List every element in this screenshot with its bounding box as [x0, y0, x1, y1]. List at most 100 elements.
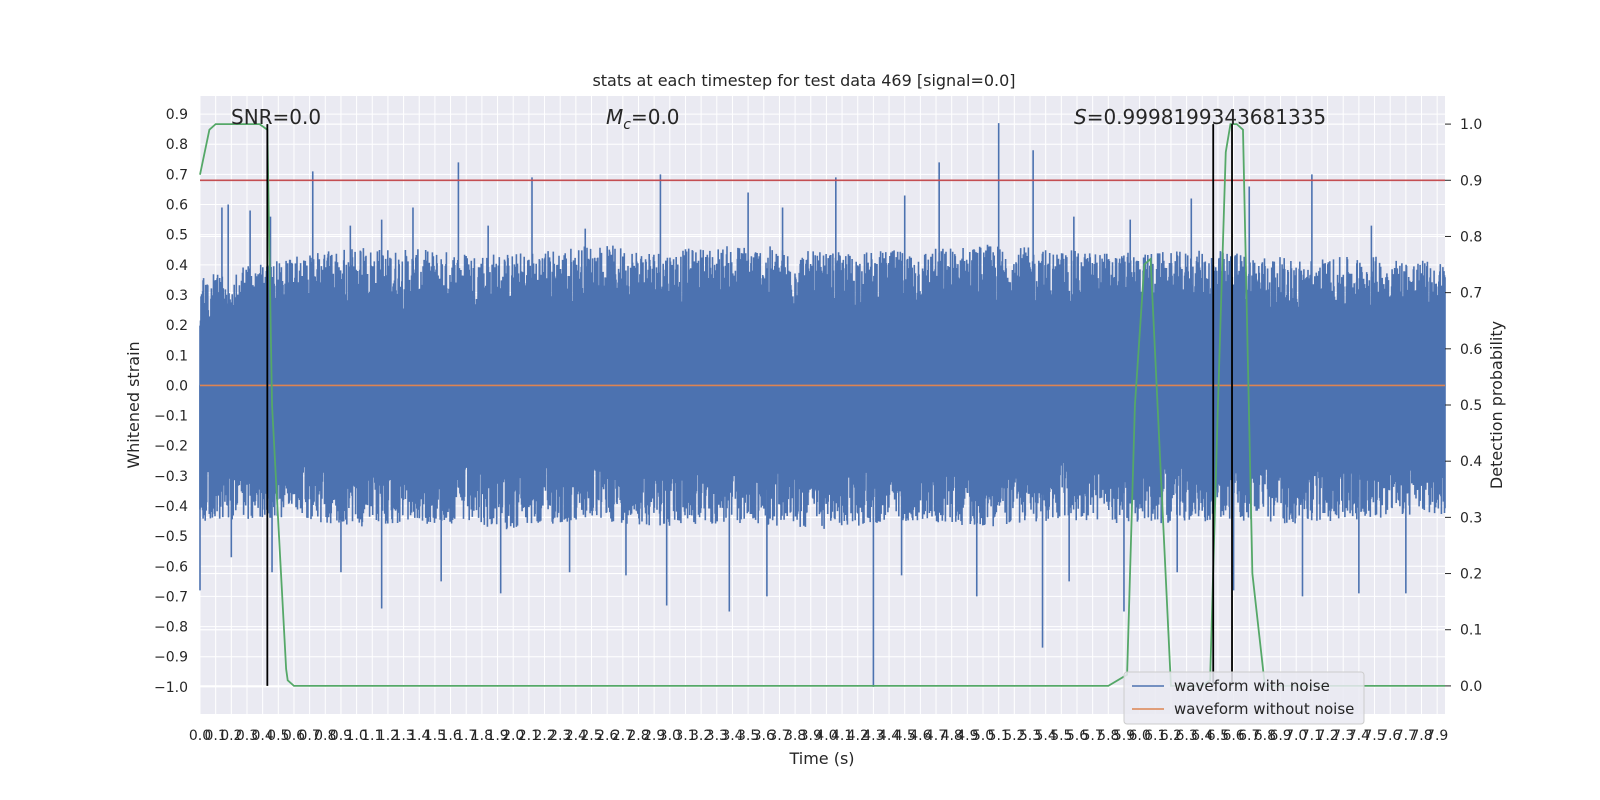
x-tick-label: 0.7 — [298, 728, 320, 744]
s-value: =0.9998199343681335 — [1087, 105, 1326, 129]
x-tick-label: 3.0 — [659, 728, 681, 744]
x-tick-label: 2.2 — [533, 728, 555, 744]
x-tick-label: 1.3 — [392, 728, 414, 744]
x-tick-label: 2.3 — [549, 728, 571, 744]
y-tick-label: −1.0 — [154, 680, 188, 696]
y-tick-label: −0.7 — [154, 589, 188, 605]
y2-tick-label: 0.8 — [1460, 229, 1482, 245]
x-tick-label: 7.2 — [1316, 728, 1338, 744]
y2-tick-label: 1.0 — [1460, 117, 1482, 133]
x-tick-label: 1.4 — [408, 728, 430, 744]
x-tick-label: 4.5 — [894, 728, 916, 744]
x-tick-label: 5.1 — [988, 728, 1010, 744]
x-tick-label: 7.5 — [1363, 728, 1385, 744]
x-tick-label: 1.8 — [471, 728, 493, 744]
mc-annotation: Mc=0.0 — [606, 105, 680, 133]
x-tick-label: 7.4 — [1348, 728, 1370, 744]
x-tick-label: 1.0 — [345, 728, 367, 744]
x-tick-label: 4.7 — [925, 728, 947, 744]
x-tick-label: 6.0 — [1128, 728, 1150, 744]
x-tick-label: 3.6 — [753, 728, 775, 744]
x-tick-label: 0.0 — [189, 728, 211, 744]
x-tick-label: 5.3 — [1019, 728, 1041, 744]
x-tick-label: 7.7 — [1395, 728, 1417, 744]
x-tick-label: 1.6 — [439, 728, 461, 744]
x-tick-label: 1.7 — [455, 728, 477, 744]
x-tick-label: 3.5 — [737, 728, 759, 744]
x-tick-label: 3.8 — [784, 728, 806, 744]
y-tick-label: 0.3 — [166, 288, 188, 304]
x-tick-label: 6.3 — [1175, 728, 1197, 744]
x-tick-label: 2.8 — [627, 728, 649, 744]
x-tick-label: 7.8 — [1410, 728, 1432, 744]
x-tick-label: 5.9 — [1113, 728, 1135, 744]
x-tick-label: 1.1 — [361, 728, 383, 744]
y2-tick-label: 0.7 — [1460, 286, 1482, 302]
x-tick-label: 4.6 — [909, 728, 931, 744]
y2-tick-label: 0.9 — [1460, 173, 1482, 189]
x-tick-label: 6.8 — [1254, 728, 1276, 744]
x-tick-label: 0.3 — [236, 728, 258, 744]
y-tick-label: 0.9 — [166, 107, 188, 123]
y-tick-label: −0.2 — [154, 439, 188, 455]
x-tick-label: 3.1 — [674, 728, 696, 744]
y2-tick-label: 0.6 — [1460, 342, 1482, 358]
x-tick-label: 4.8 — [941, 728, 963, 744]
x-tick-label: 4.3 — [862, 728, 884, 744]
x-tick-label: 7.1 — [1301, 728, 1323, 744]
y-axis-ticks: 0.9 0.8 0.7 0.6 0.5 0.4 0.3 0.2 0.1 0.0 −0.1 −0.2 −0… — [154, 107, 188, 696]
y-tick-label: 0.1 — [166, 348, 188, 364]
legend-box — [1123, 671, 1365, 725]
x-tick-label: 5.2 — [1003, 728, 1025, 744]
x-tick-label: 6.9 — [1269, 728, 1291, 744]
x-tick-label: 2.5 — [580, 728, 602, 744]
x-tick-label: 2.1 — [518, 728, 540, 744]
y2-tick-label: 0.2 — [1460, 567, 1482, 583]
y2-tick-label: 0.5 — [1460, 398, 1482, 414]
legend-label-noise: waveform with noise — [1174, 677, 1330, 695]
x-tick-label: 5.5 — [1050, 728, 1072, 744]
x-tick-label: 0.2 — [220, 728, 242, 744]
y-tick-label: −0.5 — [154, 529, 188, 545]
x-tick-label: 5.4 — [1035, 728, 1057, 744]
x-tick-label: 1.9 — [486, 728, 508, 744]
x-tick-label: 6.7 — [1238, 728, 1260, 744]
snr-annotation: SNR=0.0 — [231, 105, 321, 129]
x-tick-label: 0.1 — [205, 728, 227, 744]
y2-tick-label: 0.3 — [1460, 510, 1482, 526]
x-tick-label: 4.9 — [956, 728, 978, 744]
legend: waveform with noise waveform without noi… — [1123, 671, 1365, 725]
x-tick-label: 0.4 — [252, 728, 274, 744]
x-tick-label: 5.6 — [1066, 728, 1088, 744]
x-tick-label: 2.7 — [612, 728, 634, 744]
y-tick-label: 0.7 — [166, 167, 188, 183]
x-tick-label: 7.0 — [1285, 728, 1307, 744]
x-tick-label: 3.4 — [721, 728, 743, 744]
mc-subscript: c — [623, 117, 631, 133]
x-tick-label: 7.9 — [1426, 728, 1448, 744]
x-tick-label: 7.3 — [1332, 728, 1354, 744]
x-tick-label: 3.3 — [706, 728, 728, 744]
x-tick-label: 5.0 — [972, 728, 994, 744]
chart-title: stats at each timestep for test data 469… — [592, 71, 1015, 90]
x-tick-label: 6.6 — [1222, 728, 1244, 744]
s-symbol: S — [1074, 105, 1087, 129]
y2-tick-label: 0.1 — [1460, 623, 1482, 639]
y2-axis-label: Detection probability — [1487, 321, 1506, 489]
y-tick-label: 0.8 — [166, 137, 188, 153]
y-tick-label: −0.3 — [154, 469, 188, 485]
x-tick-label: 2.4 — [565, 728, 587, 744]
x-tick-label: 2.9 — [643, 728, 665, 744]
mc-value: =0.0 — [631, 105, 680, 129]
y-tick-label: 0.5 — [166, 228, 188, 244]
y-tick-label: −0.1 — [154, 409, 188, 425]
waveform-with-noise-series — [199, 123, 1446, 687]
x-tick-label: 5.8 — [1097, 728, 1119, 744]
x-tick-label: 6.4 — [1191, 728, 1213, 744]
x-tick-label: 3.2 — [690, 728, 712, 744]
x-tick-label: 4.1 — [831, 728, 853, 744]
x-tick-label: 2.6 — [596, 728, 618, 744]
y-tick-label: 0.2 — [166, 318, 188, 334]
detection-overlay — [199, 123, 1445, 687]
